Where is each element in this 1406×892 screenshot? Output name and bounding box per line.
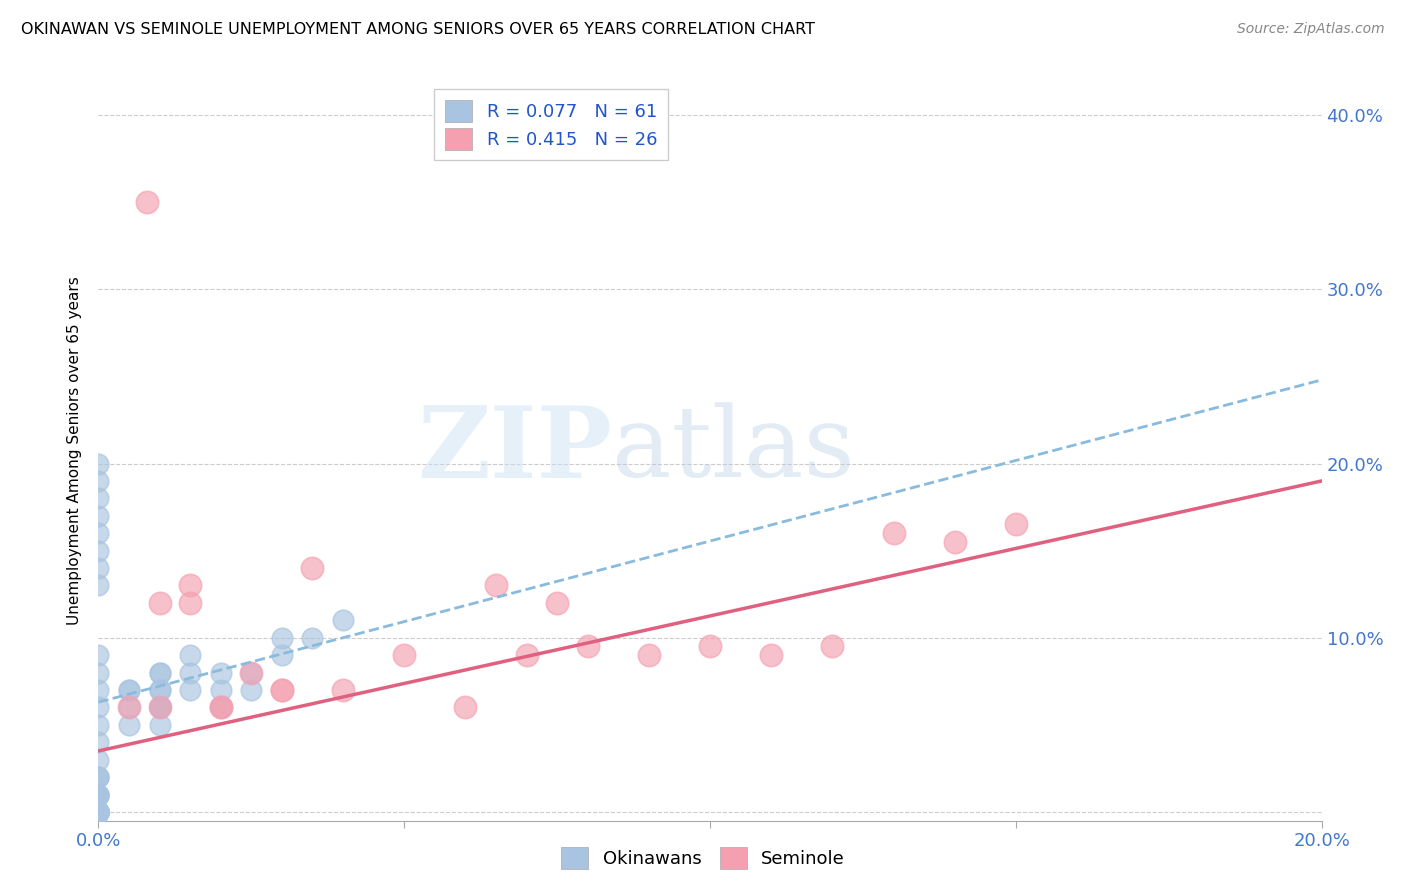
Point: [118, 700, 141, 714]
Point: [943, 535, 966, 549]
Point: [149, 596, 172, 610]
Point: [240, 665, 263, 680]
Point: [699, 640, 721, 654]
Point: [149, 700, 172, 714]
Point: [87, 457, 110, 471]
Point: [87, 805, 110, 819]
Point: [87, 805, 110, 819]
Text: Source: ZipAtlas.com: Source: ZipAtlas.com: [1237, 22, 1385, 37]
Point: [179, 578, 201, 592]
Text: ZIP: ZIP: [418, 402, 612, 499]
Point: [454, 700, 477, 714]
Point: [485, 578, 508, 592]
Point: [149, 718, 172, 732]
Point: [87, 474, 110, 488]
Point: [87, 578, 110, 592]
Point: [87, 770, 110, 784]
Point: [270, 683, 292, 698]
Point: [209, 700, 232, 714]
Point: [87, 805, 110, 819]
Point: [516, 648, 538, 662]
Point: [87, 805, 110, 819]
Point: [87, 753, 110, 767]
Point: [87, 508, 110, 523]
Legend: R = 0.077   N = 61, R = 0.415   N = 26: R = 0.077 N = 61, R = 0.415 N = 26: [434, 89, 668, 161]
Point: [87, 805, 110, 819]
Point: [87, 770, 110, 784]
Point: [1004, 517, 1026, 532]
Point: [270, 683, 292, 698]
Point: [118, 700, 141, 714]
Point: [270, 631, 292, 645]
Point: [136, 195, 159, 210]
Point: [87, 805, 110, 819]
Point: [118, 683, 141, 698]
Point: [179, 683, 201, 698]
Point: [149, 700, 172, 714]
Point: [392, 648, 416, 662]
Point: [87, 805, 110, 819]
Point: [149, 683, 172, 698]
Point: [149, 700, 172, 714]
Point: [332, 683, 354, 698]
Point: [149, 700, 172, 714]
Point: [87, 788, 110, 802]
Point: [209, 683, 232, 698]
Point: [301, 561, 323, 575]
Point: [87, 770, 110, 784]
Point: [87, 683, 110, 698]
Point: [546, 596, 568, 610]
Point: [87, 718, 110, 732]
Point: [209, 665, 232, 680]
Point: [149, 665, 172, 680]
Point: [209, 700, 232, 714]
Point: [87, 648, 110, 662]
Point: [87, 788, 110, 802]
Point: [149, 683, 172, 698]
Point: [179, 648, 201, 662]
Point: [87, 805, 110, 819]
Point: [87, 805, 110, 819]
Point: [87, 665, 110, 680]
Point: [270, 648, 292, 662]
Point: [87, 788, 110, 802]
Point: [332, 613, 354, 627]
Point: [883, 526, 905, 541]
Point: [240, 665, 263, 680]
Point: [301, 631, 323, 645]
Text: OKINAWAN VS SEMINOLE UNEMPLOYMENT AMONG SENIORS OVER 65 YEARS CORRELATION CHART: OKINAWAN VS SEMINOLE UNEMPLOYMENT AMONG …: [21, 22, 815, 37]
Point: [87, 805, 110, 819]
Text: atlas: atlas: [612, 402, 855, 499]
Point: [240, 683, 263, 698]
Point: [179, 665, 201, 680]
Point: [209, 700, 232, 714]
Point: [87, 788, 110, 802]
Point: [87, 700, 110, 714]
Point: [149, 665, 172, 680]
Point: [759, 648, 782, 662]
Y-axis label: Unemployment Among Seniors over 65 years: Unemployment Among Seniors over 65 years: [67, 277, 83, 624]
Legend: Okinawans, Seminole: Okinawans, Seminole: [553, 838, 853, 879]
Point: [87, 805, 110, 819]
Point: [87, 561, 110, 575]
Point: [87, 788, 110, 802]
Point: [179, 596, 201, 610]
Point: [87, 491, 110, 506]
Point: [87, 735, 110, 749]
Point: [87, 526, 110, 541]
Point: [821, 640, 844, 654]
Point: [118, 718, 141, 732]
Point: [576, 640, 599, 654]
Point: [118, 683, 141, 698]
Point: [87, 805, 110, 819]
Point: [87, 543, 110, 558]
Point: [87, 805, 110, 819]
Point: [87, 805, 110, 819]
Point: [637, 648, 661, 662]
